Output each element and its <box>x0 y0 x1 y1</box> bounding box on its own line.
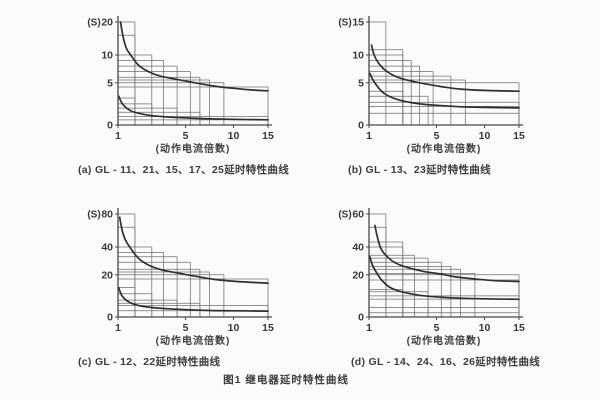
lower-limit-curve <box>368 72 520 109</box>
chart-a-caption: (a) GL - 11、21、15、17、25延时特性曲线 <box>78 164 289 176</box>
chart-a: 0 5 10 20 1 5 10 15 (S) (动作电流倍数) (a) GL - 11、21、1… <box>76 8 312 177</box>
svg-text:20: 20 <box>101 17 113 29</box>
svg-text:10: 10 <box>228 322 240 334</box>
svg-text:5: 5 <box>183 322 189 334</box>
chart-d-caption: (d) GL - 14、24、16、26延时特性曲线 <box>351 356 541 368</box>
lower-limit-curve <box>117 95 269 121</box>
svg-text:10: 10 <box>352 50 364 62</box>
svg-text:15: 15 <box>513 130 525 142</box>
svg-text:15: 15 <box>352 17 364 29</box>
chart-d: 0 20 40 60 1 5 10 15 (S) (动作电流倍数) (d) GL - 14、24、… <box>327 200 563 369</box>
chart-c-caption: (c) GL - 12、22延时特性曲线 <box>78 356 221 368</box>
axes <box>117 208 272 318</box>
chart-b-caption: (b) GL - 13、23延时特性曲线 <box>348 164 491 176</box>
svg-text:5: 5 <box>107 78 113 90</box>
svg-text:10: 10 <box>101 50 113 62</box>
svg-text:1: 1 <box>366 322 372 334</box>
svg-text:60: 60 <box>352 209 364 221</box>
axes <box>368 208 523 318</box>
svg-text:0: 0 <box>107 312 113 324</box>
svg-text:15: 15 <box>262 322 274 334</box>
chart-b-plot: 0 5 10 15 1 5 10 15 (S) (动作电流倍数) <box>327 8 563 160</box>
svg-text:0: 0 <box>107 120 113 132</box>
svg-text:40: 40 <box>352 242 364 254</box>
x-axis-label: (动作电流倍数) <box>407 334 482 347</box>
chart-a-plot: 0 5 10 20 1 5 10 15 (S) (动作电流倍数) <box>76 8 312 160</box>
y-unit-label: (S) <box>338 18 351 29</box>
upper-limit-curve <box>370 44 520 93</box>
svg-text:0: 0 <box>358 312 364 324</box>
svg-text:10: 10 <box>479 130 491 142</box>
svg-text:5: 5 <box>434 130 440 142</box>
svg-text:1: 1 <box>115 130 121 142</box>
chart-c: 0 20 40 80 1 5 10 15 (S) (动作电流倍数) (c) GL - 12、22延… <box>76 200 312 369</box>
x-axis-label: (动作电流倍数) <box>407 142 482 155</box>
upper-limit-curve <box>118 216 269 285</box>
svg-text:10: 10 <box>228 130 240 142</box>
svg-text:15: 15 <box>513 322 525 334</box>
svg-text:80: 80 <box>101 209 113 221</box>
step-grid <box>118 21 269 125</box>
svg-text:1: 1 <box>366 130 372 142</box>
y-unit-label: (S) <box>87 18 100 29</box>
svg-text:15: 15 <box>262 130 274 142</box>
x-axis-label: (动作电流倍数) <box>156 334 231 347</box>
upper-limit-curve <box>119 21 269 92</box>
lower-limit-curve <box>117 287 269 312</box>
figure-caption: 图1 继电器延时特性曲线 <box>223 374 349 386</box>
step-grid <box>118 213 269 317</box>
axes <box>368 16 523 126</box>
step-grid <box>369 213 520 317</box>
chart-c-plot: 0 20 40 80 1 5 10 15 (S) (动作电流倍数) <box>76 200 312 352</box>
svg-text:20: 20 <box>352 270 364 282</box>
svg-text:5: 5 <box>183 130 189 142</box>
svg-text:1: 1 <box>115 322 121 334</box>
axes <box>117 16 272 126</box>
y-unit-label: (S) <box>87 210 100 221</box>
chart-d-plot: 0 20 40 60 1 5 10 15 (S) (动作电流倍数) <box>327 200 563 352</box>
svg-text:0: 0 <box>358 120 364 132</box>
svg-text:5: 5 <box>358 78 364 90</box>
lower-limit-curve <box>368 255 520 301</box>
svg-text:20: 20 <box>101 270 113 282</box>
x-axis-label: (动作电流倍数) <box>156 142 231 155</box>
svg-text:40: 40 <box>101 242 113 254</box>
svg-text:5: 5 <box>434 322 440 334</box>
upper-limit-curve <box>374 224 520 283</box>
chart-b: 0 5 10 15 1 5 10 15 (S) (动作电流倍数) (b) GL - 13、23延时… <box>327 8 563 177</box>
y-unit-label: (S) <box>338 210 351 221</box>
svg-text:10: 10 <box>479 322 491 334</box>
